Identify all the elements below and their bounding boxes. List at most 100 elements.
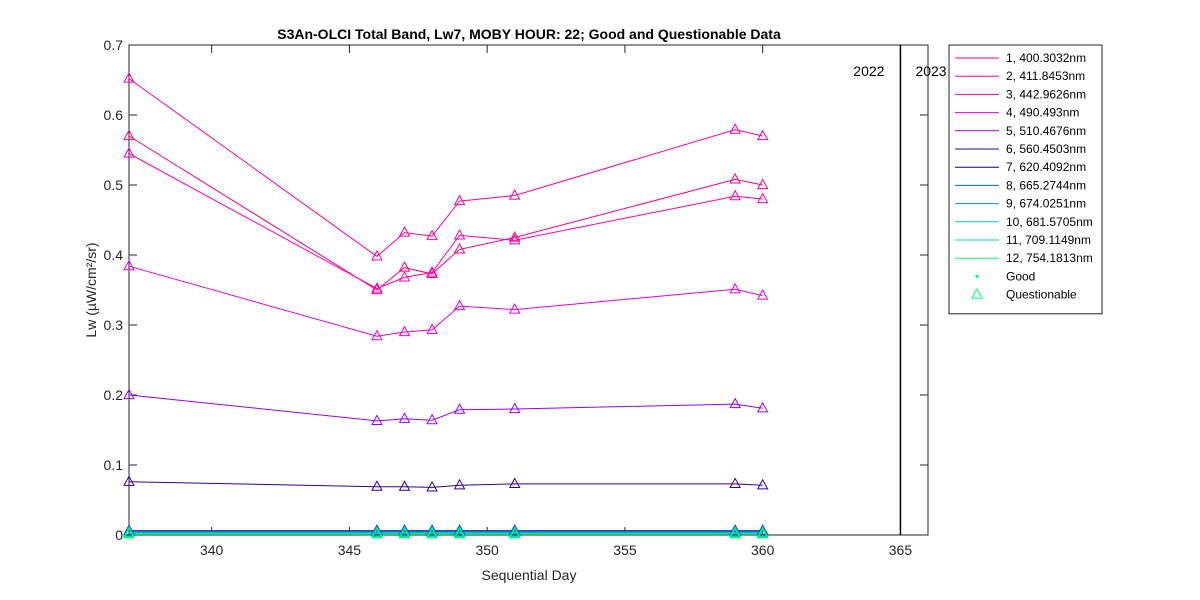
data-point-questionable (729, 172, 741, 184)
plot-area: 340 345 350 355 360 365 0 0.1 0.2 0.3 0.4 0.5 0.6 0.7… (104, 37, 947, 558)
legend-entry: 8, 665.2744nm (1006, 178, 1086, 192)
legend-entry: 11, 709.1149nm (1006, 233, 1091, 247)
y-tick-label: 0.2 (104, 387, 124, 403)
data-point-questionable (426, 413, 438, 425)
data-point-questionable (371, 527, 383, 539)
axes-box (128, 44, 929, 536)
data-point-questionable (123, 146, 135, 158)
data-point-questionable (398, 412, 411, 423)
data-point-questionable (371, 329, 383, 341)
data-point-questionable (123, 72, 135, 83)
legend-entry: 9, 674.0251nm (1006, 197, 1086, 211)
data-point-questionable (426, 527, 438, 539)
year-label-right: 2023 (915, 63, 946, 79)
data-point-questionable (371, 414, 383, 425)
data-point-questionable (453, 194, 466, 206)
x-tick-label: 360 (751, 542, 775, 558)
data-point-questionable (398, 270, 411, 282)
y-tick-label: 0.5 (104, 177, 124, 193)
y-axis-label: Lw (µW/cm²/sr) (83, 242, 99, 337)
y-tick-label: 0.4 (104, 247, 124, 263)
data-point-questionable (508, 303, 521, 314)
legend-entry: 2, 411.8453nm (1006, 69, 1085, 83)
data-point-questionable (123, 129, 135, 141)
data-point-questionable (398, 325, 411, 337)
legend-entry: 5, 510.4676nm (1006, 124, 1086, 138)
x-tick-label: 345 (338, 542, 362, 558)
data-point-questionable (453, 478, 466, 490)
y-tick-label: 0.6 (104, 107, 124, 123)
chart-title: S3An-OLCI Total Band, Lw7, MOBY HOUR: 22… (277, 26, 781, 42)
year-label-left: 2022 (853, 63, 884, 79)
legend-entry: 1, 400.3032nm (1006, 51, 1086, 65)
x-tick-label: 340 (200, 542, 224, 558)
data-point-questionable (371, 282, 383, 293)
series-line-6 (128, 481, 763, 488)
data-point-questionable (508, 477, 521, 488)
legend-entry: 4, 490.493nm (1006, 106, 1079, 120)
data-point-questionable (729, 477, 741, 488)
legend-entry: Questionable (1006, 288, 1077, 302)
data-point-questionable (729, 282, 741, 294)
legend: 1, 400.3032nm 2, 411.8453nm 3, 442.9626nm 4… (948, 44, 1103, 315)
legend-entry: 7, 620.4092nm (1006, 160, 1086, 174)
data-point-questionable (729, 527, 741, 539)
data-point-questionable (426, 323, 438, 334)
data-point-questionable (426, 480, 438, 492)
y-tick-label: 0.7 (104, 37, 124, 53)
y-tick-label: 0.1 (104, 457, 124, 473)
data-point-questionable (398, 527, 411, 539)
series-line-5 (128, 394, 763, 422)
data-point-questionable (756, 527, 769, 539)
data-point-questionable (729, 397, 741, 409)
legend-entry: 10, 681.5705nm (1006, 215, 1093, 229)
data-point-questionable (123, 475, 135, 486)
data-point-questionable (508, 527, 521, 539)
data-point-questionable (371, 480, 383, 491)
legend-box (948, 44, 1103, 315)
legend-entry: 6, 560.4503nm (1006, 142, 1086, 156)
y-tick-label: 0.3 (104, 317, 124, 333)
data-point-questionable (756, 289, 769, 300)
data-point-questionable (453, 228, 466, 240)
legend-entry: Good (1006, 269, 1035, 283)
legend-questionable-marker (971, 288, 983, 299)
data-point-questionable (426, 229, 438, 241)
data-point-questionable (756, 401, 769, 413)
data-point-questionable (729, 123, 741, 134)
x-axis-label: Sequential Day (482, 567, 577, 583)
data-point-questionable (398, 480, 411, 491)
series-line-4 (128, 265, 763, 337)
data-point-questionable (123, 388, 135, 400)
data-point-questionable (426, 265, 438, 277)
data-point-questionable (508, 230, 521, 242)
data-point-questionable (729, 189, 741, 201)
data-point-questionable (123, 527, 135, 539)
legend-good-marker (975, 274, 979, 278)
data-point-questionable (508, 188, 521, 200)
data-point-questionable (453, 299, 466, 311)
data-point-questionable (123, 259, 135, 271)
y-tick-label: 0 (115, 527, 123, 543)
x-tick-label: 350 (475, 542, 499, 558)
data-point-questionable (756, 178, 769, 190)
data-point-questionable (756, 478, 769, 490)
legend-entry: 12, 754.1813nm (1006, 251, 1093, 265)
data-point-questionable (756, 129, 769, 141)
x-tick-label: 355 (613, 542, 637, 558)
data-point-questionable (453, 527, 466, 539)
legend-entry: 3, 442.9626nm (1006, 87, 1086, 101)
data-point-questionable (398, 226, 411, 237)
data-point-questionable (453, 403, 466, 414)
data-point-questionable (453, 242, 466, 254)
data-point-questionable (756, 192, 769, 204)
data-point-questionable (508, 402, 521, 414)
data-point-questionable (508, 233, 521, 245)
series-line-3 (128, 153, 763, 290)
data-point-questionable (426, 267, 438, 278)
data-point-questionable (371, 283, 383, 295)
data-point-questionable (371, 249, 383, 261)
x-tick-label: 365 (889, 542, 913, 558)
series-line-2 (128, 78, 763, 258)
